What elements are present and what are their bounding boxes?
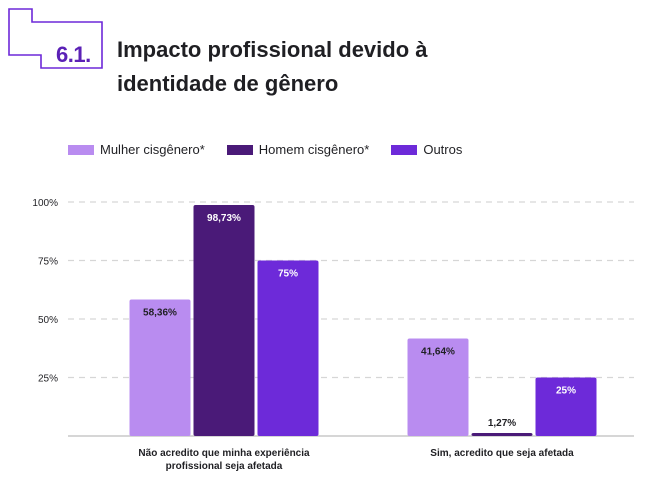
badge-outline bbox=[8, 8, 103, 69]
bar bbox=[535, 377, 597, 436]
bar-value-label: 1,27% bbox=[488, 418, 516, 429]
x-category-label: profissional seja afetada bbox=[166, 461, 283, 472]
bar-value-label: 58,36% bbox=[143, 307, 177, 318]
bar bbox=[407, 338, 469, 436]
bar bbox=[257, 260, 319, 436]
page-title: Impacto profissional devido à identidade… bbox=[117, 37, 428, 96]
section-badge: 6.1. bbox=[8, 8, 108, 70]
legend-label-homem: Homem cisgênero* bbox=[258, 142, 370, 157]
legend-label-mulher: Mulher cisgênero* bbox=[100, 142, 205, 157]
bar-value-label: 41,64% bbox=[421, 347, 455, 358]
bar bbox=[129, 299, 191, 436]
legend-label-outros: Outros bbox=[423, 142, 463, 157]
bar bbox=[471, 433, 533, 436]
legend-swatch-mulher bbox=[68, 144, 94, 155]
bar-value-label: 98,73% bbox=[207, 213, 241, 224]
bar-value-label: 75% bbox=[278, 269, 298, 280]
y-tick-label: 50% bbox=[38, 315, 58, 326]
legend-item-outros: Outros bbox=[391, 142, 462, 157]
y-tick-label: 25% bbox=[38, 374, 58, 385]
section-number: 6.1. bbox=[56, 42, 91, 67]
chart-legend: Mulher cisgênero* Homem cisgênero* Outro… bbox=[68, 142, 462, 157]
legend-swatch-homem bbox=[226, 144, 253, 155]
y-tick-label: 75% bbox=[38, 257, 58, 268]
y-tick-label: 100% bbox=[32, 198, 58, 209]
x-category-label: Não acredito que minha experiência bbox=[138, 448, 310, 459]
bar bbox=[193, 204, 255, 436]
bar-value-label: 25% bbox=[556, 386, 576, 397]
legend-item-mulher: Mulher cisgênero* bbox=[68, 142, 205, 157]
legend-item-homem: Homem cisgênero* bbox=[226, 142, 370, 157]
x-category-label: Sim, acredito que seja afetada bbox=[430, 448, 574, 459]
legend-swatch-outros bbox=[391, 144, 418, 155]
